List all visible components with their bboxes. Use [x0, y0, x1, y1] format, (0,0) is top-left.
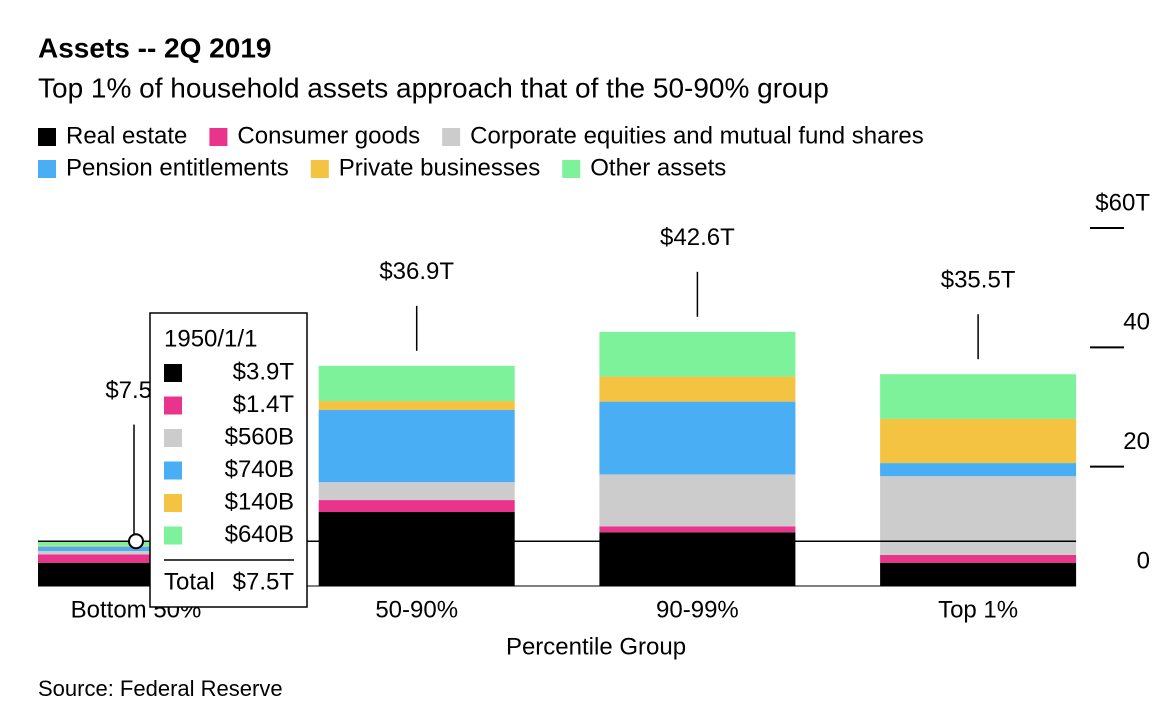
legend-label: Private businesses — [339, 154, 540, 181]
tooltip-value: $1.4T — [233, 391, 295, 418]
chart-subtitle: Top 1% of household assets approach that… — [38, 72, 829, 103]
legend-swatch — [562, 160, 581, 178]
bar-segment — [880, 463, 1077, 477]
tooltip-value: $3.9T — [233, 358, 295, 385]
tooltip-swatch — [164, 364, 182, 382]
y-tick-label: 20 — [1123, 428, 1150, 455]
legend-label: Corporate equities and mutual fund share… — [470, 122, 924, 149]
tooltip-swatch — [164, 396, 182, 415]
bar-segment — [599, 526, 796, 533]
total-label: $42.6T — [660, 224, 735, 251]
tooltip-value: $140B — [225, 488, 294, 515]
x-tick-label: 50-90% — [375, 596, 458, 623]
legend-swatch — [310, 160, 329, 178]
tooltip-value: $640B — [225, 521, 294, 548]
bar-segment — [599, 331, 796, 377]
legend-label: Consumer goods — [237, 122, 420, 149]
tooltip-total: $7.5T — [233, 568, 295, 595]
bar-segment — [318, 365, 515, 402]
legend-swatch — [38, 128, 56, 146]
bar-segment — [880, 374, 1077, 419]
tooltip-box — [149, 312, 308, 608]
bar-segment — [599, 474, 796, 527]
bar-segment — [880, 554, 1077, 563]
bar-segment — [599, 401, 796, 475]
tooltip-value: $740B — [225, 456, 294, 483]
legend-label: Pension entitlements — [66, 154, 289, 181]
x-axis-label: Percentile Group — [506, 633, 686, 660]
bar-segment — [599, 532, 796, 586]
total-label: $35.5T — [941, 267, 1016, 294]
tooltip-title: 1950/1/1 — [164, 325, 257, 352]
tooltip-total-label: Total — [164, 568, 215, 595]
bar-segment — [318, 500, 515, 513]
legend-swatch — [209, 128, 228, 146]
tooltip-swatch — [164, 429, 182, 447]
legend-swatch — [442, 128, 461, 146]
bar-segment — [599, 376, 796, 402]
y-tick-label: 0 — [1137, 547, 1150, 574]
y-tick-label: 40 — [1123, 309, 1150, 336]
bar-segment — [318, 401, 515, 410]
bar-segment — [880, 562, 1077, 586]
hover-point — [128, 533, 144, 550]
tooltip-swatch — [164, 461, 182, 480]
y-tick-label: $60T — [1095, 189, 1150, 216]
source: Source: Federal Reserve — [38, 676, 283, 701]
legend-label: Real estate — [66, 122, 187, 149]
legend-label: Other assets — [590, 154, 726, 181]
chart-title: Assets -- 2Q 2019 — [38, 32, 271, 63]
bar-segment — [38, 551, 234, 555]
bar-segment — [318, 482, 515, 501]
bar-segment — [880, 476, 1077, 555]
total-label: $36.9T — [379, 258, 454, 285]
x-tick-label: 90-99% — [656, 596, 739, 623]
x-tick-label: Top 1% — [938, 596, 1018, 623]
tooltip: 1950/1/1 $3.9T $1.4T $560B $740B $140B $640B To… — [149, 312, 308, 608]
tooltip-value: $560B — [225, 423, 294, 450]
tooltip-swatch — [164, 526, 182, 545]
legend-swatch — [38, 160, 56, 178]
bar-segment — [38, 554, 234, 563]
bar-segment — [318, 512, 515, 586]
tooltip-swatch — [164, 494, 182, 512]
bar-segment — [318, 409, 515, 483]
bar-segment — [880, 418, 1077, 464]
